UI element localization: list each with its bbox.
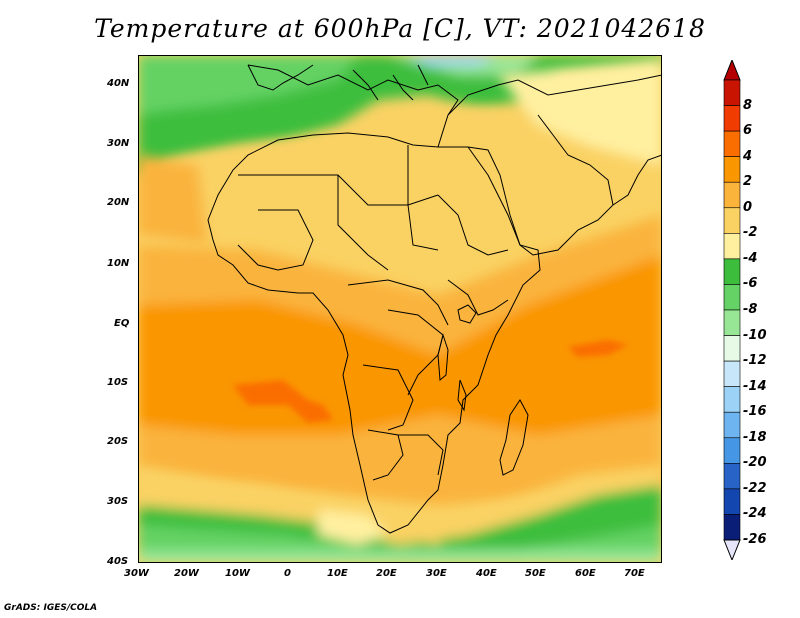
chart-title: Temperature at 600hPa [C], VT: 202104261… bbox=[94, 14, 706, 43]
colorbar-swatch bbox=[723, 309, 741, 336]
colorbar-swatch bbox=[723, 360, 741, 387]
temperature-map bbox=[138, 55, 662, 563]
border-8 bbox=[362, 364, 414, 431]
madagascar bbox=[499, 399, 529, 476]
border-2 bbox=[337, 175, 389, 271]
border-11 bbox=[447, 279, 509, 316]
colorbar-tick-label: 2 bbox=[743, 174, 753, 190]
colorbar-swatch bbox=[723, 463, 741, 490]
yellow-belt bbox=[138, 60, 662, 285]
colorbar-tick-label: 8 bbox=[743, 97, 753, 113]
colorbar-tick-label: 4 bbox=[743, 148, 753, 164]
lat-label-30s: 30S bbox=[107, 496, 129, 507]
border-4 bbox=[237, 209, 314, 271]
map-frame bbox=[138, 55, 662, 563]
colorbar-tick-label: -2 bbox=[743, 225, 758, 241]
cold-south-field bbox=[138, 465, 662, 563]
colorbar-swatch bbox=[723, 488, 741, 515]
map-panel bbox=[138, 55, 662, 563]
border-1 bbox=[238, 174, 439, 206]
colorbar-tick-label: -22 bbox=[743, 480, 767, 496]
colorbar-swatch bbox=[723, 514, 741, 541]
colorbar-swatch bbox=[723, 181, 741, 209]
arabia-coastline bbox=[437, 74, 662, 148]
colorbar-swatch bbox=[723, 258, 741, 285]
coastlines bbox=[207, 64, 662, 534]
credit-text: GrADS: IGES/COLA bbox=[4, 603, 98, 613]
border-9 bbox=[398, 434, 444, 476]
colorbar-tick-label: -18 bbox=[743, 429, 767, 445]
hot-spots bbox=[233, 340, 628, 423]
colorbar-tick-label: -10 bbox=[743, 327, 767, 343]
colorbar-swatch bbox=[723, 437, 741, 464]
lake-tanganyika bbox=[437, 333, 449, 382]
lake-malawi bbox=[457, 379, 467, 412]
lon-label-70e: 70E bbox=[624, 568, 645, 579]
lat-label-40n: 40N bbox=[107, 78, 130, 89]
colorbar-swatch bbox=[723, 284, 741, 311]
colorbar-swatch bbox=[723, 130, 741, 157]
border-5 bbox=[437, 194, 509, 256]
lon-label-60e: 60E bbox=[575, 568, 596, 579]
lon-label-30e: 30E bbox=[426, 568, 447, 579]
lake-victoria bbox=[457, 304, 477, 324]
colorbar-swatch bbox=[723, 156, 741, 183]
colorbar-tick-label: 0 bbox=[743, 199, 753, 215]
colorbar-tick-label: -8 bbox=[743, 302, 758, 317]
border-3 bbox=[407, 145, 439, 251]
lat-label-10n: 10N bbox=[107, 258, 130, 269]
colorbar-tick-label: -20 bbox=[743, 455, 767, 471]
lon-label-50e: 50E bbox=[525, 568, 546, 579]
africa-coastline bbox=[207, 132, 541, 534]
colorbar-swatch bbox=[723, 386, 741, 413]
lat-label-10s: 10S bbox=[107, 377, 129, 388]
colorbar-swatch bbox=[723, 79, 741, 106]
colorbar-tick-label: -4 bbox=[743, 250, 758, 266]
lon-label-10e: 10E bbox=[327, 568, 348, 579]
lon-label-20w: 20W bbox=[174, 568, 199, 579]
colorbar-swatch bbox=[723, 335, 741, 362]
lat-label-20s: 20S bbox=[107, 436, 129, 447]
lat-label-40s: 40S bbox=[107, 556, 129, 567]
lon-label-30w: 30W bbox=[124, 568, 149, 579]
colorbar-swatch bbox=[723, 411, 741, 439]
lat-label-20n: 20N bbox=[107, 197, 130, 208]
colorbar-swatch bbox=[723, 105, 741, 132]
lon-label-40e: 40E bbox=[476, 568, 497, 579]
colorbar-bottom-arrow bbox=[723, 539, 741, 560]
colorbar-swatch bbox=[723, 207, 741, 234]
colorbar-swatch bbox=[723, 233, 741, 260]
colorbar-tick-label: -14 bbox=[743, 378, 767, 394]
lat-label-eq: EQ bbox=[114, 318, 130, 329]
iberia bbox=[247, 64, 314, 91]
colorbar-top-arrow bbox=[723, 60, 741, 81]
colorbar bbox=[723, 60, 741, 560]
colorbar-tick-label: -12 bbox=[743, 353, 767, 369]
colorbar-tick-label: -6 bbox=[743, 276, 758, 292]
lon-label-0: 0 bbox=[284, 568, 291, 579]
lat-label-30n: 30N bbox=[107, 138, 130, 149]
colorbar-tick-label: -26 bbox=[743, 532, 767, 547]
arabia-east bbox=[612, 154, 662, 206]
colorbar-tick-label: -16 bbox=[743, 404, 767, 420]
border-6 bbox=[347, 279, 449, 326]
italy-balkan bbox=[352, 64, 429, 101]
border-10 bbox=[367, 429, 404, 481]
red-sea-coast bbox=[467, 114, 614, 256]
lon-label-10w: 10W bbox=[225, 568, 250, 579]
colorbar-tick-label: -24 bbox=[743, 506, 767, 522]
lon-label-20e: 20E bbox=[376, 568, 397, 579]
colorbar-tick-label: 6 bbox=[743, 123, 753, 139]
